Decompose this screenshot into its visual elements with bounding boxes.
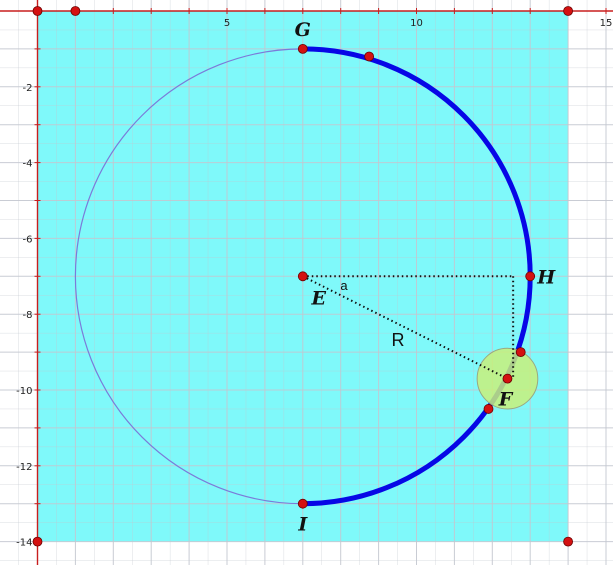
point[interactable] — [32, 6, 43, 16]
point-label-e: E — [311, 287, 327, 309]
y-tick-label: -10 — [16, 386, 32, 397]
point[interactable] — [483, 404, 494, 414]
y-tick-label: -2 — [23, 83, 33, 94]
point-g[interactable] — [297, 44, 308, 54]
x-tick-label: 10 — [410, 18, 423, 29]
point-label-h: H — [536, 266, 556, 288]
point[interactable] — [70, 6, 81, 16]
point[interactable] — [515, 347, 526, 358]
point-label-i: I — [297, 514, 308, 536]
y-tick-label: -4 — [23, 159, 33, 170]
point-i[interactable] — [297, 498, 308, 509]
angle-label: a — [340, 278, 348, 293]
point[interactable] — [563, 6, 573, 16]
labels-layer: G H E F I Ra — [295, 19, 557, 536]
y-tick-label: -14 — [16, 538, 32, 549]
point[interactable] — [364, 51, 375, 62]
point-label-f: F — [498, 389, 514, 411]
point-f[interactable] — [502, 373, 513, 384]
point-label-g: G — [295, 19, 311, 41]
y-tick-label: -8 — [23, 310, 33, 321]
points-layer — [32, 6, 573, 547]
point[interactable] — [32, 536, 43, 547]
y-tick-label: -6 — [23, 234, 33, 245]
point[interactable] — [563, 536, 573, 547]
point-e[interactable] — [297, 271, 308, 282]
x-tick-label: 15 — [600, 18, 613, 29]
radius-label: R — [392, 330, 405, 350]
y-tick-label: -12 — [16, 462, 32, 473]
x-tick-label: 5 — [224, 18, 230, 29]
tick-labels-layer: 5 10 15 -2 -4 -6 -8 -10 -12 -14 — [16, 18, 612, 549]
point-h[interactable] — [525, 271, 536, 282]
